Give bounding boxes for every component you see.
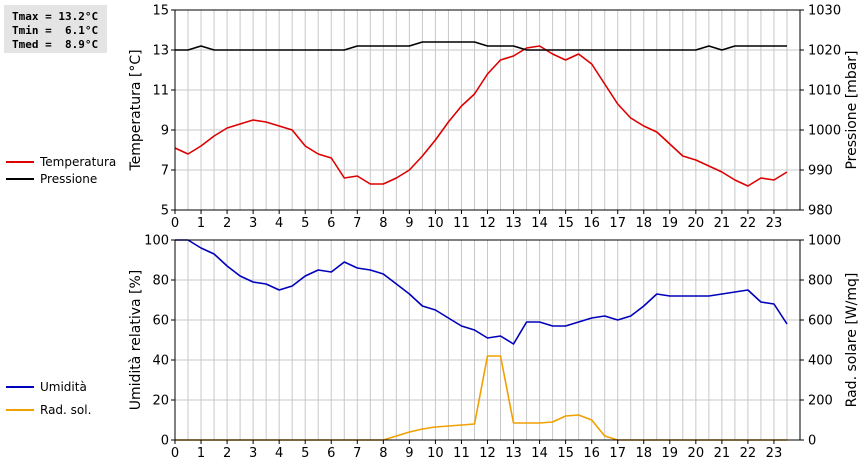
y2-tick-label: 600 [808,314,833,329]
x-tick-label: 19 [662,216,679,231]
series-line-pressione [175,41,787,51]
x-tick-label: 13 [505,216,522,231]
y-axis-title: Umidità relativa [%] [128,270,144,411]
y-tick-label: 15 [152,4,169,19]
x-tick-label: 17 [609,216,626,231]
x-tick-label: 2 [223,446,231,460]
x-tick-label: 2 [223,216,231,231]
legend-label-pressione: Pressione [40,172,98,186]
y-tick-label: 60 [152,314,169,329]
x-tick-label: 4 [275,446,283,460]
x-tick-label: 15 [557,216,574,231]
y-tick-label: 9 [161,124,169,139]
x-tick-label: 0 [171,446,179,460]
y2-tick-label: 200 [808,394,833,409]
x-tick-label: 3 [249,446,257,460]
x-tick-label: 22 [740,446,757,460]
x-tick-label: 5 [301,216,309,231]
y2-tick-label: 1030 [808,4,841,19]
series-line-rad-sol- [175,355,787,441]
x-tick-label: 20 [688,216,705,231]
x-tick-label: 1 [197,446,205,460]
x-tick-label: 18 [635,446,652,460]
x-tick-label: 11 [453,216,470,231]
stat-tmin: Tmin = 6.1°C [12,24,99,37]
x-tick-label: 16 [583,446,600,460]
y-tick-label: 11 [152,84,169,99]
x-tick-label: 10 [427,446,444,460]
y2-tick-label: 980 [808,204,833,219]
y-tick-label: 40 [152,354,169,369]
y2-axis-title: Rad. solare [W/mq] [844,273,860,408]
stat-tmed: Tmed = 8.9°C [12,38,99,51]
legend-swatch-rad-sol [6,409,34,411]
x-tick-label: 4 [275,216,283,231]
stats-box: Tmax = 13.2°C Tmin = 6.1°C Tmed = 8.9°C [4,5,107,53]
y-tick-label: 5 [161,204,169,219]
legend-swatch-umidita [6,386,34,388]
x-tick-label: 18 [635,216,652,231]
x-tick-label: 21 [714,446,731,460]
x-tick-label: 13 [505,446,522,460]
legend-label-rad-sol: Rad. sol. [40,403,92,417]
y2-tick-label: 1020 [808,44,841,59]
x-tick-label: 19 [662,446,679,460]
x-tick-label: 15 [557,446,574,460]
x-tick-label: 14 [531,216,548,231]
x-tick-label: 23 [766,216,783,231]
x-tick-label: 3 [249,216,257,231]
x-tick-label: 20 [688,446,705,460]
x-tick-label: 10 [427,216,444,231]
x-tick-label: 17 [609,446,626,460]
y-tick-label: 80 [152,274,169,289]
x-tick-label: 9 [405,446,413,460]
stat-tmax: Tmax = 13.2°C [12,10,99,23]
y2-tick-label: 1010 [808,84,841,99]
x-tick-label: 14 [531,446,548,460]
legend-swatch-temperatura [6,161,34,163]
x-tick-label: 21 [714,216,731,231]
legend-label-temperatura: Temperatura [40,155,117,169]
x-tick-label: 9 [405,216,413,231]
legend-label-umidita: Umidità [40,380,87,394]
x-tick-label: 7 [353,216,361,231]
x-tick-label: 12 [479,446,496,460]
x-tick-label: 0 [171,216,179,231]
y-tick-label: 0 [161,434,169,449]
y2-tick-label: 1000 [808,234,841,249]
x-tick-label: 6 [327,446,335,460]
series-line-umidit- [175,239,788,345]
x-tick-label: 6 [327,216,335,231]
x-tick-label: 22 [740,216,757,231]
x-tick-label: 23 [766,446,783,460]
y2-tick-label: 1000 [808,124,841,139]
y-tick-label: 7 [161,164,169,179]
y2-tick-label: 0 [808,434,816,449]
x-tick-label: 7 [353,446,361,460]
x-tick-label: 16 [583,216,600,231]
y2-axis-title: Pressione [mbar] [844,50,860,169]
x-tick-label: 11 [453,446,470,460]
x-tick-label: 12 [479,216,496,231]
y-axis-title: Temperatura [°C] [128,49,144,171]
legend-swatch-pressione [6,178,34,180]
series-line-temperatura [174,45,788,187]
x-tick-label: 1 [197,216,205,231]
y-tick-label: 13 [152,44,169,59]
x-tick-label: 8 [379,446,387,460]
y2-tick-label: 990 [808,164,833,179]
y-tick-label: 20 [152,394,169,409]
y2-tick-label: 400 [808,354,833,369]
x-tick-label: 8 [379,216,387,231]
x-tick-label: 5 [301,446,309,460]
y2-tick-label: 800 [808,274,833,289]
y-tick-label: 100 [144,234,169,249]
